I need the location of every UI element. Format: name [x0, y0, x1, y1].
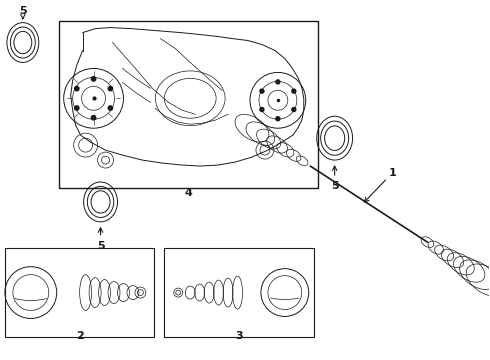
Circle shape: [276, 117, 280, 121]
Text: 5: 5: [19, 6, 26, 15]
Text: 3: 3: [235, 331, 243, 341]
Circle shape: [260, 89, 264, 93]
Text: 1: 1: [389, 168, 396, 178]
Circle shape: [92, 77, 96, 81]
Text: 5: 5: [331, 181, 339, 191]
Text: 4: 4: [184, 188, 192, 198]
Circle shape: [260, 108, 264, 112]
Bar: [164, 248, 314, 337]
Circle shape: [108, 106, 113, 110]
Circle shape: [74, 106, 79, 110]
Bar: [59, 21, 318, 188]
Circle shape: [292, 89, 296, 93]
Circle shape: [108, 86, 113, 91]
Bar: [5, 248, 154, 337]
Text: 2: 2: [76, 331, 83, 341]
Circle shape: [292, 108, 296, 112]
Circle shape: [92, 116, 96, 120]
Circle shape: [74, 86, 79, 91]
Circle shape: [276, 80, 280, 84]
Text: 5: 5: [97, 241, 104, 251]
